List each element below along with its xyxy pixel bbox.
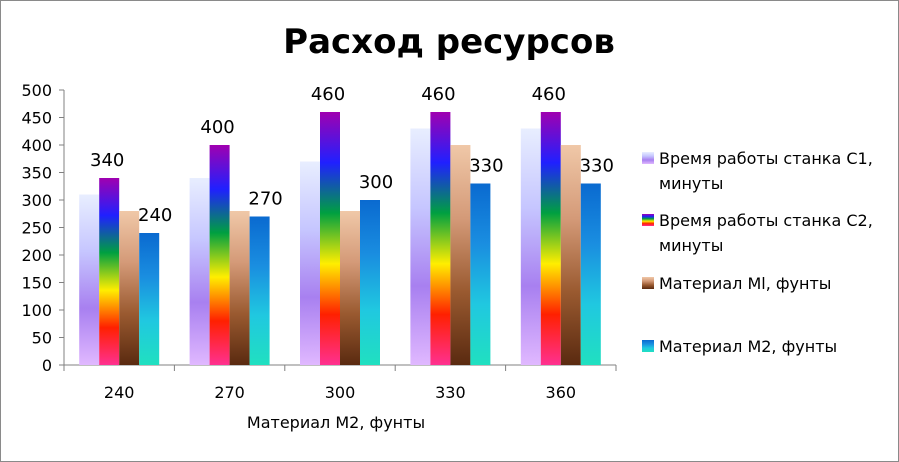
data-label: 340 — [90, 150, 124, 171]
data-label: 460 — [421, 84, 455, 105]
bar-series-3-cat-270 — [229, 211, 250, 365]
bar-series-3-cat-330 — [450, 145, 471, 365]
y-tick-label: 200 — [21, 246, 52, 265]
bar-series-1-cat-360 — [520, 128, 541, 365]
legend-swatch — [642, 340, 654, 352]
bar-series-2-cat-240 — [99, 178, 120, 365]
chart-title: Расход ресурсов — [283, 22, 615, 62]
y-tick-label: 0 — [42, 356, 52, 375]
y-tick-label: 100 — [21, 301, 52, 320]
bar-series-4-cat-360 — [580, 183, 601, 365]
y-tick-label: 450 — [21, 109, 52, 128]
legend-label: Материал Ml, фунты — [659, 274, 831, 293]
legend-item-4: Материал M2, фунты — [642, 337, 837, 356]
legend: Время работы станка C1, минуты Время работ… — [642, 149, 873, 356]
bar-series-3-cat-360 — [560, 145, 581, 365]
bar-series-4-cat-240 — [139, 233, 160, 365]
data-label: 400 — [200, 117, 234, 138]
bars — [79, 112, 601, 365]
bar-series-1-cat-270 — [189, 178, 210, 365]
y-tick-label: 400 — [21, 136, 52, 155]
bar-series-1-cat-300 — [300, 161, 320, 365]
y-tick-label: 150 — [21, 274, 52, 293]
data-label: 330 — [469, 156, 503, 177]
y-tick-label: 300 — [21, 191, 52, 210]
bar-series-4-cat-330 — [470, 183, 491, 365]
data-label: 460 — [311, 84, 345, 105]
bar-series-3-cat-240 — [119, 211, 140, 365]
x-tick-label: 240 — [104, 383, 135, 402]
bar-series-4-cat-270 — [249, 216, 270, 365]
y-tick-label: 500 — [21, 81, 52, 100]
y-tick-label: 250 — [21, 219, 52, 238]
x-tick-label: 360 — [546, 383, 577, 402]
data-labels: 340 240 400 270 460 300 460 330 460 330 — [90, 84, 614, 226]
x-axis-title: Материал M2, фунты — [247, 413, 425, 432]
legend-label: Время работы станка C2, минуты — [659, 211, 873, 255]
y-tick-label: 50 — [32, 329, 52, 348]
legend-swatch — [642, 214, 654, 226]
x-tick-label: 330 — [435, 383, 466, 402]
data-label: 300 — [359, 172, 393, 193]
legend-label: Материал M2, фунты — [659, 337, 837, 356]
data-label: 330 — [580, 156, 614, 177]
bar-series-1-cat-330 — [410, 128, 431, 365]
bar-series-4-cat-300 — [360, 200, 380, 365]
y-tick-label: 350 — [21, 164, 52, 183]
legend-item-3: Материал Ml, фунты — [642, 274, 831, 293]
bar-series-2-cat-360 — [540, 112, 561, 365]
legend-swatch — [642, 152, 654, 164]
bar-series-2-cat-270 — [209, 145, 230, 365]
bar-series-3-cat-300 — [340, 211, 360, 365]
data-label: 460 — [532, 84, 566, 105]
legend-item-2: Время работы станка C2, минуты — [642, 211, 873, 255]
x-tick-label: 270 — [214, 383, 245, 402]
data-label: 240 — [138, 205, 172, 226]
x-tick-label: 300 — [325, 383, 356, 402]
bar-series-2-cat-300 — [320, 112, 340, 365]
bar-series-1-cat-240 — [79, 194, 100, 365]
data-label: 270 — [248, 189, 282, 210]
bar-series-2-cat-330 — [430, 112, 451, 365]
legend-label: Время работы станка C1, минуты — [659, 149, 873, 193]
legend-item-1: Время работы станка C1, минуты — [642, 149, 873, 193]
legend-swatch — [642, 277, 654, 289]
